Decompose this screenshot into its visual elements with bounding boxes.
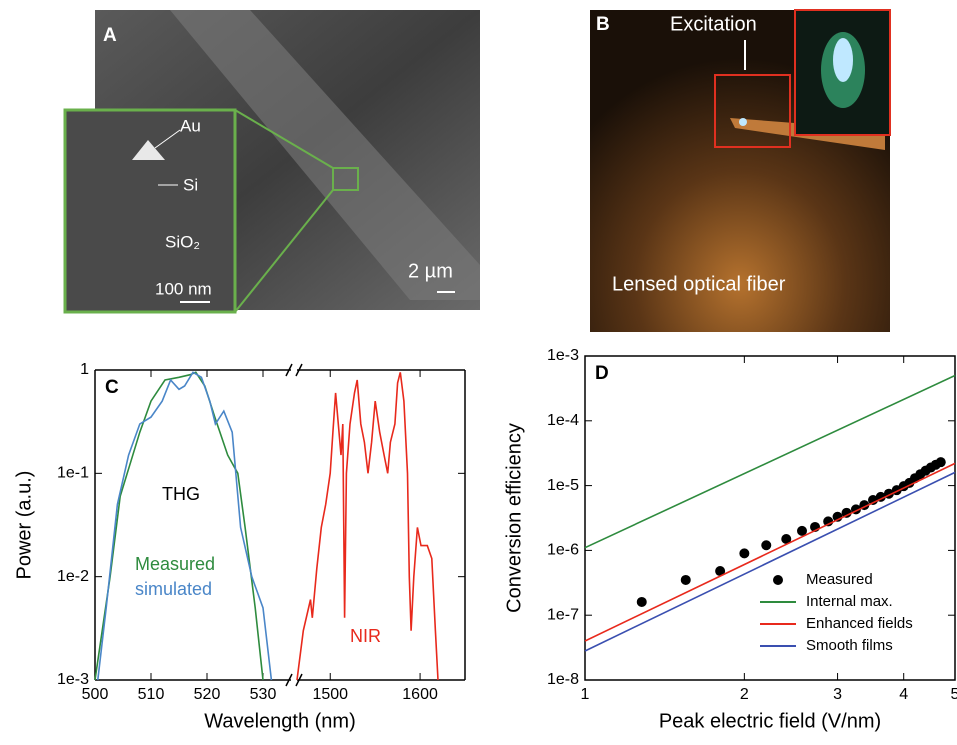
zoom-box	[714, 74, 791, 148]
series-label: Measured	[135, 554, 215, 574]
y-tick-label: 1e-6	[547, 542, 579, 559]
x-tick-label: 520	[194, 686, 221, 703]
y-tick-label: 1e-8	[547, 671, 579, 688]
axis-frame	[95, 369, 291, 681]
axis-frame	[94, 370, 466, 680]
series-line	[584, 462, 956, 642]
legend-label: Enhanced fields	[806, 615, 913, 632]
data-point	[796, 525, 807, 536]
annotation: 100 nm	[155, 279, 212, 298]
x-tick-label: 1	[581, 686, 590, 703]
y-tick-label: 1e-5	[547, 477, 579, 494]
data-point	[868, 494, 879, 505]
zoom-box	[332, 167, 359, 191]
x-tick-label: 1600	[402, 686, 438, 703]
x-tick-label: 500	[82, 686, 109, 703]
legend-label: Measured	[806, 571, 873, 588]
annotation: THG	[162, 484, 200, 504]
annotation: Excitation	[670, 13, 757, 35]
x-tick-label: 510	[138, 686, 165, 703]
y-axis-title: Conversion efficiency	[503, 423, 525, 613]
legend-label: Smooth films	[806, 637, 893, 654]
panel-letter: D	[595, 363, 609, 384]
axis-frame	[297, 369, 465, 681]
y-tick-label: 1e-7	[547, 606, 579, 623]
annotation: Si	[183, 175, 198, 194]
x-axis-title: Peak electric field (V/nm)	[659, 710, 881, 732]
axis-frame	[584, 355, 956, 681]
panel-letter: A	[103, 25, 117, 46]
panel-letter: B	[596, 14, 610, 35]
y-tick-label: 1e-4	[547, 412, 579, 429]
data-point	[680, 574, 691, 585]
panel-letter: C	[105, 377, 119, 398]
series-label: NIR	[350, 626, 381, 646]
x-axis-title: Wavelength (nm)	[204, 710, 356, 732]
legend-marker	[773, 575, 783, 585]
x-tick-label: 2	[740, 686, 749, 703]
data-point	[715, 566, 726, 577]
x-tick-label: 5	[951, 686, 957, 703]
series-line	[584, 471, 956, 652]
au-tip	[132, 140, 165, 160]
series-line	[94, 371, 264, 681]
x-tick-label: 4	[899, 686, 908, 703]
axis-break	[285, 363, 303, 377]
series-line	[97, 371, 273, 681]
y-tick-label: 1e-2	[57, 568, 89, 585]
data-point	[636, 596, 647, 607]
series-line	[296, 372, 439, 681]
zoom-line	[234, 109, 334, 169]
excitation-spot	[739, 118, 747, 126]
data-point	[761, 540, 772, 551]
y-tick-label: 1e-3	[547, 347, 579, 364]
y-axis-title: Power (a.u.)	[13, 471, 35, 580]
cantilever	[170, 10, 480, 300]
pointer	[154, 129, 181, 149]
series-line	[584, 374, 956, 549]
annotation: SiO₂	[165, 232, 200, 251]
series-label: simulated	[135, 579, 212, 599]
axis-break	[285, 673, 303, 687]
y-tick-label: 1e-1	[57, 465, 89, 482]
x-tick-label: 3	[833, 686, 842, 703]
x-tick-label: 530	[250, 686, 277, 703]
panel-a: A Au Si SiO₂ 100 nm 2 µm	[63, 10, 480, 314]
zoom-line	[234, 189, 334, 313]
legend-label: Internal max.	[806, 593, 893, 610]
y-tick-label: 1	[80, 361, 89, 378]
data-point	[841, 507, 852, 518]
y-tick-label: 1e-3	[57, 671, 89, 688]
annotation: Au	[180, 116, 201, 135]
x-tick-label: 1500	[312, 686, 348, 703]
annotation: Lensed optical fiber	[612, 273, 786, 295]
data-point	[781, 533, 792, 544]
panel-b: B Excitation Lensed optical fiber	[590, 9, 891, 332]
data-point	[739, 548, 750, 559]
emission	[833, 38, 853, 82]
data-point	[935, 457, 946, 468]
annotation: 2 µm	[408, 260, 453, 282]
